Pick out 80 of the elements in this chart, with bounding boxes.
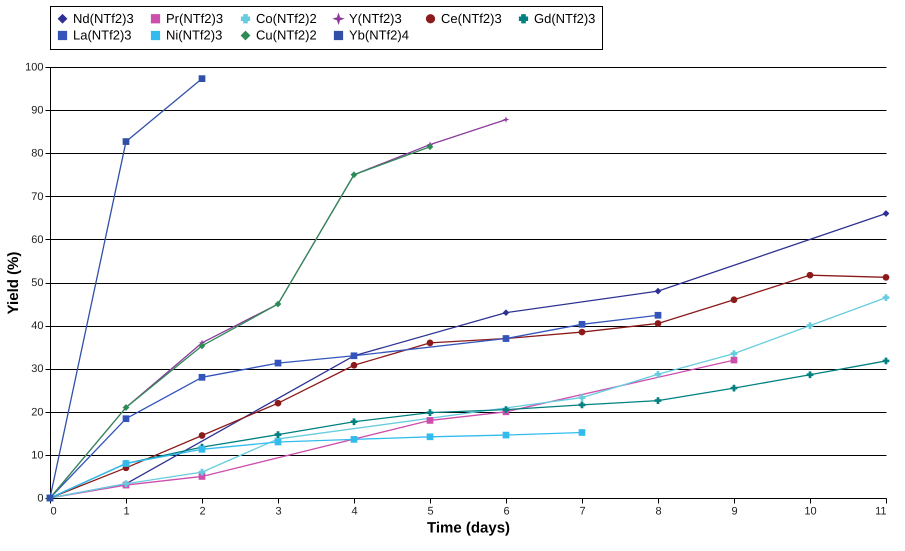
point	[502, 309, 510, 316]
point	[350, 436, 358, 443]
legend-label: Yb(NTf2)4	[349, 28, 409, 42]
point	[578, 394, 586, 401]
x-tick-label: 10	[804, 506, 817, 518]
point	[198, 432, 206, 439]
point	[882, 210, 890, 217]
point	[198, 374, 206, 381]
y-tick-label: 80	[31, 148, 44, 160]
y-tick-label: 30	[31, 363, 44, 376]
x-tick-label: 1	[123, 506, 130, 518]
point	[882, 274, 890, 281]
x-tick-label: 3	[275, 506, 282, 518]
y-axis-title: Yield (%)	[5, 252, 22, 314]
y-tick-label: 40	[31, 320, 44, 332]
point	[274, 438, 282, 446]
point	[578, 320, 586, 328]
point	[882, 294, 890, 301]
y-tick-label: 20	[31, 406, 44, 418]
legend-label: Cu(NTf2)2	[256, 28, 317, 42]
x-tick-label: 9	[731, 506, 738, 518]
point	[654, 288, 662, 294]
legend-label: Pr(NTf2)3	[166, 10, 224, 26]
y-tick-label: 50	[31, 277, 44, 289]
point	[426, 417, 434, 424]
legend-label: Nd(NTf2)3	[73, 10, 134, 26]
x-tick-label: 6	[503, 506, 510, 518]
legend-label: La(NTf2)3	[73, 28, 132, 42]
point	[502, 406, 510, 413]
legend-label: Ce(NTf2)3	[441, 10, 502, 26]
point	[730, 356, 738, 364]
point	[274, 360, 282, 366]
y-tick-label: 90	[31, 104, 44, 117]
point	[198, 342, 206, 350]
point	[654, 397, 662, 404]
x-axis-title: Time (days)	[426, 520, 510, 536]
point	[426, 409, 434, 416]
x-tick-label: 2	[199, 506, 206, 518]
point	[806, 272, 814, 279]
point	[578, 402, 586, 408]
point	[578, 429, 586, 436]
point	[730, 384, 738, 392]
point	[654, 370, 662, 378]
y-tick-label: 0	[37, 492, 44, 504]
point	[350, 362, 358, 369]
y-tick-label: 10	[31, 449, 44, 462]
y-tick-label: 60	[31, 234, 44, 246]
point	[502, 432, 510, 438]
y-tick-label: 100	[25, 62, 44, 74]
point	[426, 339, 434, 346]
y-tick-label: 70	[31, 190, 44, 203]
point	[654, 320, 662, 327]
point	[198, 468, 206, 476]
point	[730, 296, 738, 304]
point	[198, 446, 206, 453]
point	[806, 371, 814, 378]
legend-label: Ni(NTf2)3	[166, 28, 222, 42]
legend-label: Gd(NTf2)3	[534, 10, 596, 26]
point	[882, 358, 890, 364]
x-tick-label: 8	[655, 506, 662, 518]
point	[426, 433, 434, 440]
point	[502, 116, 510, 123]
point	[730, 350, 738, 357]
x-tick-label: 4	[351, 506, 358, 518]
legend-label: Y(NTf2)3	[349, 10, 402, 26]
point	[198, 75, 206, 82]
point	[654, 312, 662, 319]
x-tick-label: 0	[50, 506, 57, 518]
point	[274, 400, 282, 407]
point	[578, 328, 586, 336]
legend-label: Co(NTf2)2	[256, 10, 317, 26]
x-tick-label: 5	[427, 506, 434, 518]
x-tick-label: 7	[579, 506, 586, 518]
point	[122, 138, 130, 145]
point	[806, 322, 814, 329]
point	[350, 418, 358, 426]
point	[426, 143, 434, 150]
point	[122, 415, 130, 422]
x-tick-label: 11	[875, 506, 886, 518]
point	[274, 431, 282, 438]
